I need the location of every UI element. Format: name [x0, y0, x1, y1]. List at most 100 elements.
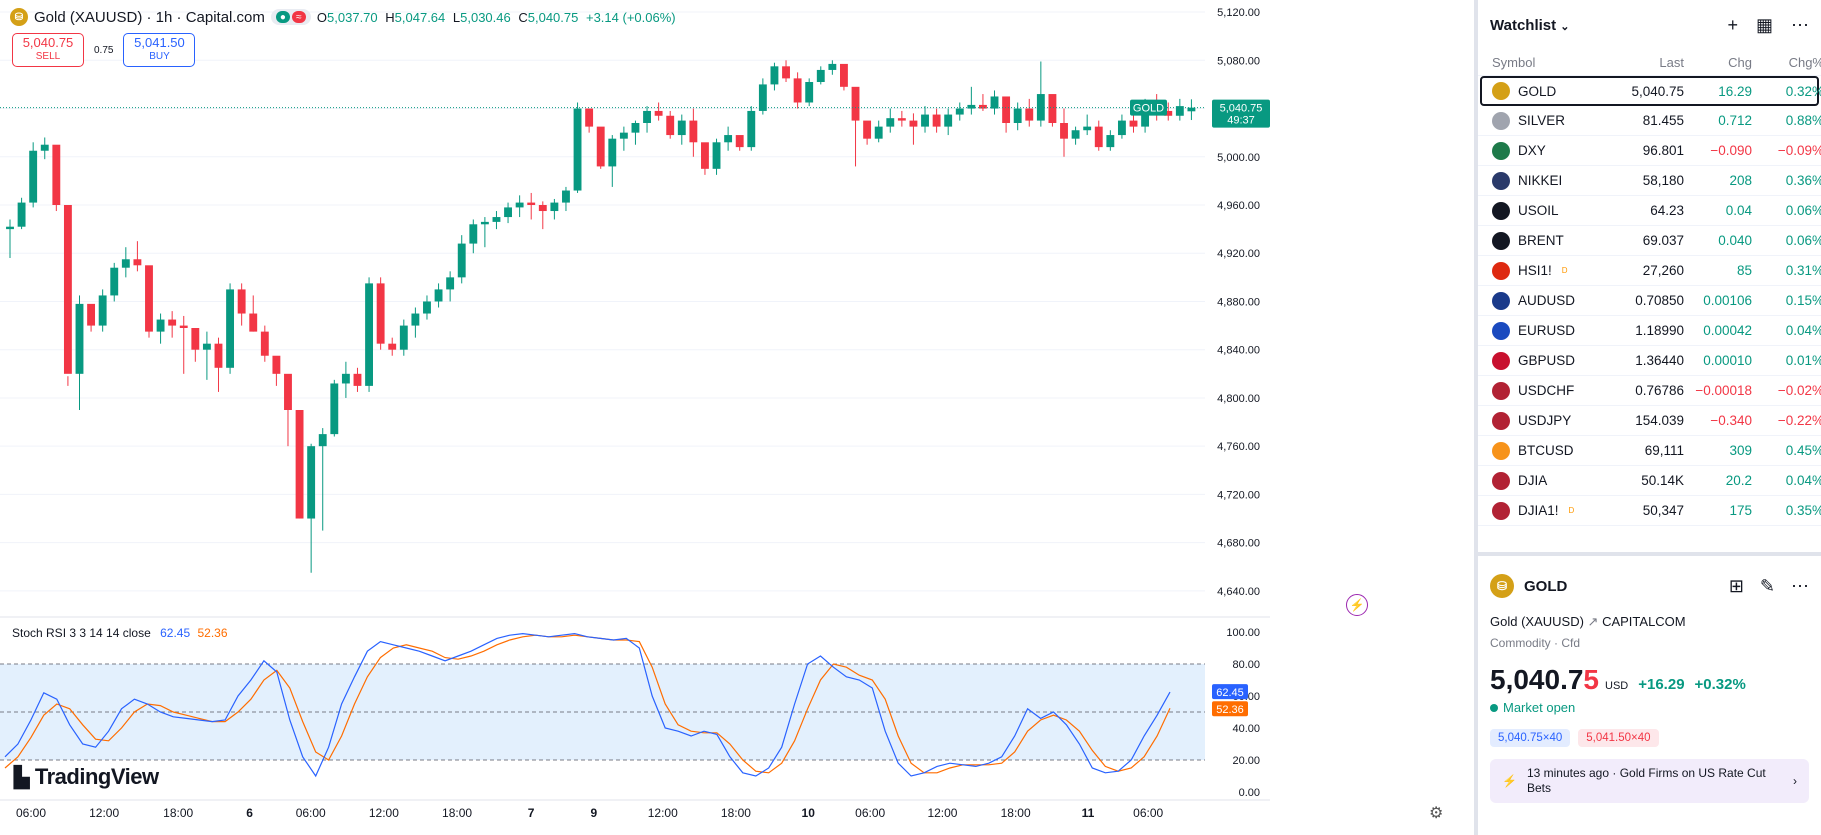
col-symbol[interactable]: Symbol — [1492, 55, 1536, 70]
candle-body — [110, 267, 119, 296]
sell-button[interactable]: 5,040.75 SELL — [12, 33, 84, 67]
watchlist-row[interactable]: USDJPY 154.039 −0.340 −0.22% — [1478, 406, 1821, 436]
candle-body — [504, 207, 512, 218]
news-text: 13 minutes ago · Gold Firms on US Rate C… — [1526, 766, 1766, 795]
row-chg: 208 — [1729, 173, 1752, 188]
row-symbol-name: DJIA1! — [1518, 503, 1559, 518]
row-chg: −0.090 — [1710, 143, 1752, 158]
wave-icon[interactable]: ≈ — [291, 11, 306, 23]
candle-body — [156, 319, 165, 332]
candle-body — [619, 132, 628, 139]
candle-body — [318, 434, 327, 447]
candle-body — [63, 205, 72, 374]
watchlist-title[interactable]: Watchlist ⌄ — [1490, 17, 1570, 34]
add-symbol-icon[interactable]: + — [1727, 14, 1738, 35]
candle-body — [608, 138, 617, 167]
watchlist-row[interactable]: NIKKEI 58,180 208 0.36% — [1478, 166, 1821, 196]
candle-body — [585, 108, 594, 127]
symbol-details: ⛁ GOLD ⊞ ✎ ⋯ Gold (XAUUSD) ↗ CAPITALCOM … — [1478, 556, 1821, 813]
brand-text: TradingView — [34, 764, 159, 789]
candle-body — [121, 259, 130, 268]
row-chg-pct: 0.06% — [1785, 233, 1821, 248]
watchlist-row[interactable]: SILVER 81.455 0.712 0.88% — [1478, 106, 1821, 136]
exchange[interactable]: CAPITALCOM — [1602, 614, 1686, 629]
more-options-icon[interactable]: ⋯ — [1791, 14, 1809, 35]
price-tick: 4,640.00 — [1217, 586, 1260, 598]
price-tick: 4,960.00 — [1217, 200, 1260, 212]
watchlist-row[interactable]: DXY 96.801 −0.090 −0.09% — [1478, 136, 1821, 166]
ohlc-low-key: L — [452, 9, 461, 25]
edit-icon[interactable]: ✎ — [1759, 575, 1775, 596]
us-flag-icon — [1492, 471, 1510, 490]
stoch-legend[interactable]: Stoch RSI 3 3 14 14 close 62.45 52.36 — [12, 626, 228, 640]
candle-body — [897, 118, 906, 121]
chart-canvas[interactable]: 5,120.005,080.005,040.005,000.004,960.00… — [0, 0, 1270, 835]
candle-body — [851, 86, 860, 121]
watchlist-row[interactable]: BTCUSD 69,111 309 0.45% — [1478, 436, 1821, 466]
watchlist-row[interactable]: AUDUSD 0.70850 0.00106 0.15% — [1478, 286, 1821, 316]
more-options-icon[interactable]: ⋯ — [1791, 575, 1809, 596]
watchlist-row[interactable]: USDCHF 0.76786 −0.00018 −0.02% — [1478, 376, 1821, 406]
candle-body — [909, 120, 918, 127]
visibility-toggle[interactable]: ● ≈ — [270, 9, 311, 25]
symbol-legend: ⛁ Gold (XAUUSD) · 1h · Capital.com ● ≈ O… — [10, 8, 680, 26]
watchlist-row[interactable]: EURUSD 1.18990 0.00042 0.04% — [1478, 316, 1821, 346]
watchlist-row[interactable]: DJIA1! D 50,347 175 0.35% — [1478, 496, 1821, 526]
candle-body — [226, 289, 235, 368]
row-symbol-name: USDCHF — [1518, 383, 1575, 398]
oil-drop-icon — [1492, 201, 1510, 220]
chart-area[interactable]: 5,120.005,080.005,040.005,000.004,960.00… — [0, 0, 1474, 835]
watchlist-row[interactable]: GOLD 5,040.75 16.29 0.32% — [1480, 76, 1821, 106]
sell-label: SELL — [35, 51, 61, 62]
col-chg[interactable]: Chg — [1728, 55, 1752, 70]
row-last: 1.36440 — [1635, 353, 1684, 368]
spread-value: 0.75 — [94, 44, 114, 56]
buy-button[interactable]: 5,041.50 BUY — [123, 33, 196, 67]
candle-body — [145, 265, 153, 332]
col-last[interactable]: Last — [1659, 55, 1684, 70]
time-tick: 12:00 — [89, 806, 119, 820]
candle-body — [17, 202, 26, 227]
stoch-k-tag-text: 62.45 — [1216, 687, 1244, 699]
time-tick: 06:00 — [16, 806, 46, 820]
news-item[interactable]: ⚡ 13 minutes ago · Gold Firms on US Rate… — [1490, 759, 1809, 803]
grid-icon[interactable]: ⊞ — [1728, 575, 1744, 596]
candle-body — [1175, 106, 1184, 116]
price-tick: 5,080.00 — [1217, 55, 1260, 67]
symbol-price-tag — [1130, 99, 1167, 116]
candle-body — [758, 84, 767, 111]
watchlist-row[interactable]: DJIA 50.14K 20.2 0.04% — [1478, 466, 1821, 496]
eye-icon[interactable]: ● — [275, 11, 290, 23]
layout-table-icon[interactable]: ▦ — [1755, 14, 1773, 35]
row-symbol: DJIA — [1492, 471, 1612, 490]
time-tick: 12:00 — [648, 806, 678, 820]
row-chg: 175 — [1729, 503, 1752, 518]
oil-drop-icon — [1492, 231, 1510, 250]
candle-body — [921, 114, 929, 127]
symbol-title[interactable]: Gold (XAUUSD) · 1h · Capital.com — [34, 8, 265, 26]
row-symbol-name: BRENT — [1518, 233, 1564, 248]
external-link-icon[interactable]: ↗ — [1587, 614, 1599, 629]
lightning-icon[interactable]: ⚡ — [1346, 594, 1368, 616]
watchlist-row[interactable]: GBPUSD 1.36440 0.00010 0.01% — [1478, 346, 1821, 376]
candle-body — [1060, 123, 1068, 139]
settings-gear-icon[interactable]: ⚙ — [1429, 805, 1444, 822]
tradingview-logo[interactable]: ▙ TradingView — [14, 764, 159, 790]
candle-body — [515, 202, 524, 208]
col-chg-pct[interactable]: Chg% — [1788, 55, 1821, 70]
candle-body — [677, 120, 686, 136]
stoch-d-tag-text: 52.36 — [1216, 704, 1244, 716]
eu-flag-icon — [1492, 321, 1510, 340]
candle-body — [40, 144, 49, 151]
delayed-badge: D — [1568, 506, 1575, 515]
watchlist-row[interactable]: HSI1! D 27,260 85 0.31% — [1478, 256, 1821, 286]
sell-price: 5,040.75 — [22, 35, 74, 50]
row-chg-pct: 0.35% — [1785, 503, 1821, 518]
candle-body — [260, 331, 269, 356]
au-flag-icon — [1492, 291, 1510, 310]
candle-body — [52, 144, 61, 205]
ohlc-open-key: O — [316, 9, 328, 25]
watchlist-row[interactable]: BRENT 69.037 0.040 0.06% — [1478, 226, 1821, 256]
row-last: 1.18990 — [1635, 323, 1684, 338]
watchlist-row[interactable]: USOIL 64.23 0.04 0.06% — [1478, 196, 1821, 226]
